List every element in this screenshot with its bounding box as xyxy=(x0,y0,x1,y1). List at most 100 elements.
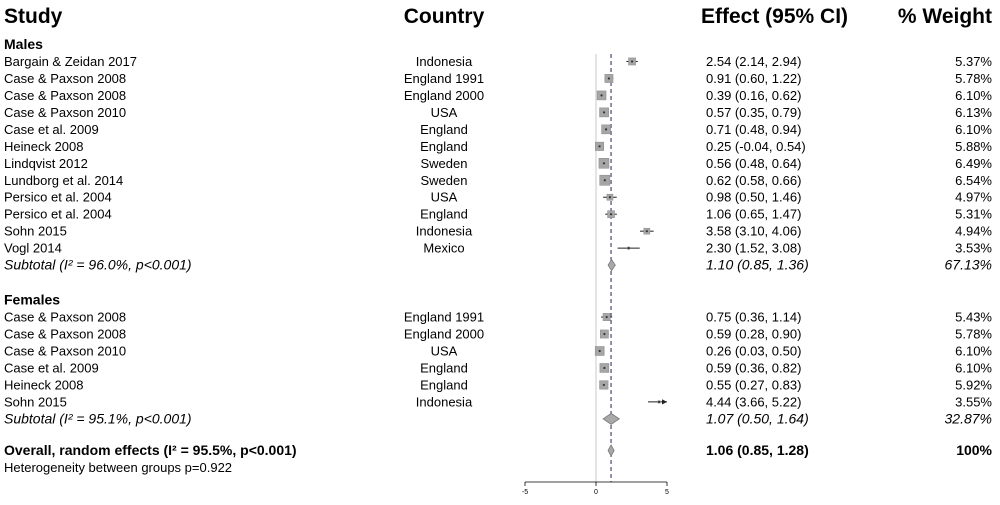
subtotal-effect: 1.07 (0.50, 1.64) xyxy=(706,410,809,426)
study-weight: 6.54% xyxy=(955,173,992,188)
study-effect: 0.91 (0.60, 1.22) xyxy=(706,71,801,86)
study-effect: 3.58 (3.10, 4.06) xyxy=(706,224,801,239)
study-effect: 1.06 (0.65, 1.47) xyxy=(706,207,801,222)
study-name: Sohn 2015 xyxy=(4,224,67,239)
header-weight: % Weight xyxy=(898,5,992,28)
study-weight: 6.10% xyxy=(955,88,992,103)
study-name: Lundborg et al. 2014 xyxy=(4,173,123,188)
study-point xyxy=(602,383,605,387)
study-weight: 6.49% xyxy=(955,156,992,171)
study-country: England xyxy=(420,122,468,137)
study-point xyxy=(600,94,603,97)
subtotal-diamond xyxy=(607,258,616,272)
study-name: Case & Paxson 2010 xyxy=(4,343,126,358)
study-name: Case & Paxson 2008 xyxy=(4,310,126,325)
study-weight: 6.10% xyxy=(955,122,992,137)
study-country: USA xyxy=(431,343,458,358)
study-name: Heineck 2008 xyxy=(4,377,84,392)
study-country: England xyxy=(420,360,468,375)
study-country: England xyxy=(420,377,468,392)
study-effect: 0.55 (0.27, 0.83) xyxy=(706,377,801,392)
study-point xyxy=(603,366,606,370)
study-country: Sweden xyxy=(421,173,468,188)
plot-area: -5 0 5 xyxy=(522,54,669,496)
study-country: Indonesia xyxy=(416,54,473,69)
study-weight: 5.88% xyxy=(955,139,992,154)
study-effect: 0.71 (0.48, 0.94) xyxy=(706,122,801,137)
subtotal-diamond xyxy=(602,412,620,425)
overall-effect: 1.06 (0.85, 1.28) xyxy=(706,442,809,458)
study-country: Sweden xyxy=(421,156,468,171)
header-study: Study xyxy=(4,5,63,28)
study-effect: 0.75 (0.36, 1.14) xyxy=(706,310,801,325)
study-effect: 0.56 (0.48, 0.64) xyxy=(706,156,801,171)
study-weight: 6.10% xyxy=(955,343,992,358)
study-point xyxy=(602,111,606,114)
ci-arrow xyxy=(662,399,667,405)
study-country: England 1991 xyxy=(404,310,484,325)
study-country: England 2000 xyxy=(404,327,484,342)
subtotal-label: Subtotal (I² = 95.1%, p<0.001) xyxy=(4,410,192,426)
study-weight: 3.55% xyxy=(955,394,992,409)
study-effect: 0.59 (0.36, 0.82) xyxy=(706,360,801,375)
x-tick-label: 0 xyxy=(594,489,598,496)
study-name: Sohn 2015 xyxy=(4,394,67,409)
study-weight: 5.31% xyxy=(955,207,992,222)
study-name: Case & Paxson 2008 xyxy=(4,88,126,103)
study-point xyxy=(602,162,606,165)
study-effect: 2.54 (2.14, 2.94) xyxy=(706,54,801,69)
study-point xyxy=(607,77,611,80)
study-weight: 5.37% xyxy=(955,54,992,69)
x-tick-label: -5 xyxy=(522,489,528,496)
study-point xyxy=(598,349,601,353)
study-point xyxy=(605,315,608,319)
study-effect: 0.59 (0.28, 0.90) xyxy=(706,327,801,342)
study-weight: 5.92% xyxy=(955,377,992,392)
study-weight: 5.43% xyxy=(955,310,992,325)
study-effect: 0.26 (0.03, 0.50) xyxy=(706,343,801,358)
study-country: Indonesia xyxy=(416,394,473,409)
heterogeneity-text: Heterogeneity between groups p=0.922 xyxy=(4,460,232,475)
subtotal-weight: 67.13% xyxy=(945,257,992,273)
study-country: England xyxy=(420,139,468,154)
study-country: Mexico xyxy=(423,241,464,256)
study-effect: 0.98 (0.50, 1.46) xyxy=(706,190,801,205)
study-weight: 6.10% xyxy=(955,360,992,375)
study-point xyxy=(603,179,606,182)
study-name: Persico et al. 2004 xyxy=(4,207,112,222)
group-label: Males xyxy=(4,36,43,52)
study-point xyxy=(627,247,630,250)
subtotal-effect: 1.10 (0.85, 1.36) xyxy=(706,257,809,273)
overall-weight: 100% xyxy=(956,442,992,458)
table-rows: Males Bargain & Zeidan 2017 Indonesia 2.54 … xyxy=(4,36,993,475)
study-point xyxy=(603,332,606,336)
study-effect: 0.39 (0.16, 0.62) xyxy=(706,88,801,103)
study-country: England 1991 xyxy=(404,71,484,86)
study-name: Case & Paxson 2008 xyxy=(4,327,126,342)
study-effect: 0.62 (0.58, 0.66) xyxy=(706,173,801,188)
study-point xyxy=(608,196,612,199)
study-weight: 3.53% xyxy=(955,241,992,256)
study-effect: 0.57 (0.35, 0.79) xyxy=(706,105,801,120)
study-country: England 2000 xyxy=(404,88,484,103)
study-effect: 2.30 (1.52, 3.08) xyxy=(706,241,801,256)
study-country: USA xyxy=(431,105,458,120)
study-point xyxy=(630,60,634,63)
study-point xyxy=(604,128,608,131)
subtotal-weight: 32.87% xyxy=(945,410,992,426)
header-effect: Effect (95% CI) xyxy=(701,5,848,28)
study-name: Heineck 2008 xyxy=(4,139,84,154)
study-weight: 4.94% xyxy=(955,224,992,239)
overall-label: Overall, random effects (I² = 95.5%, p<0… xyxy=(4,442,297,458)
study-country: USA xyxy=(431,190,458,205)
subtotal-label: Subtotal (I² = 96.0%, p<0.001) xyxy=(4,257,192,273)
group-label: Females xyxy=(4,292,60,308)
study-name: Case & Paxson 2010 xyxy=(4,105,126,120)
study-name: Vogl 2014 xyxy=(4,241,62,256)
study-weight: 5.78% xyxy=(955,327,992,342)
study-name: Lindqvist 2012 xyxy=(4,156,88,171)
study-name: Case & Paxson 2008 xyxy=(4,71,126,86)
study-weight: 6.13% xyxy=(955,105,992,120)
study-effect: 4.44 (3.66, 5.22) xyxy=(706,394,801,409)
study-point xyxy=(598,145,601,148)
